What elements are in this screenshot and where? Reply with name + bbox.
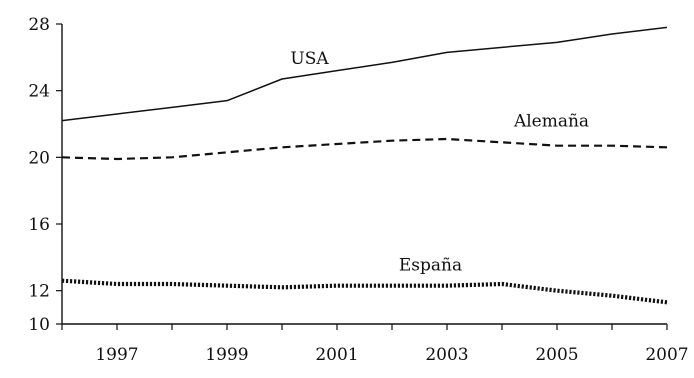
y-tick-label: 24 — [28, 82, 50, 102]
x-tick-label: 2001 — [315, 345, 358, 365]
labels-layer: USA Alemaña España — [290, 49, 589, 276]
series-layer — [61, 26, 668, 305]
y-tick-label: 20 — [28, 148, 50, 168]
series-label-alemaña: Alemaña — [513, 112, 589, 132]
series-line-usa — [61, 26, 668, 122]
x-tick-label: 1999 — [205, 345, 248, 365]
series-line-alemaña — [61, 137, 668, 161]
y-tick-label: 10 — [28, 315, 50, 335]
axes-layer: 10 12 16 20 24 28 1997 1999 2001 2003 2005 2007 — [28, 15, 688, 365]
y-tick-label: 12 — [28, 282, 50, 302]
x-tick-label: 2003 — [425, 345, 468, 365]
y-tick-label: 28 — [28, 15, 50, 35]
x-tick-label: 2005 — [535, 345, 578, 365]
series-line-españa — [61, 278, 668, 305]
series-label-españa: España — [399, 256, 462, 276]
x-tick-label: 2007 — [645, 345, 688, 365]
series-label-usa: USA — [290, 49, 329, 69]
x-tick-label: 1997 — [95, 345, 138, 365]
y-tick-label: 16 — [28, 215, 50, 235]
